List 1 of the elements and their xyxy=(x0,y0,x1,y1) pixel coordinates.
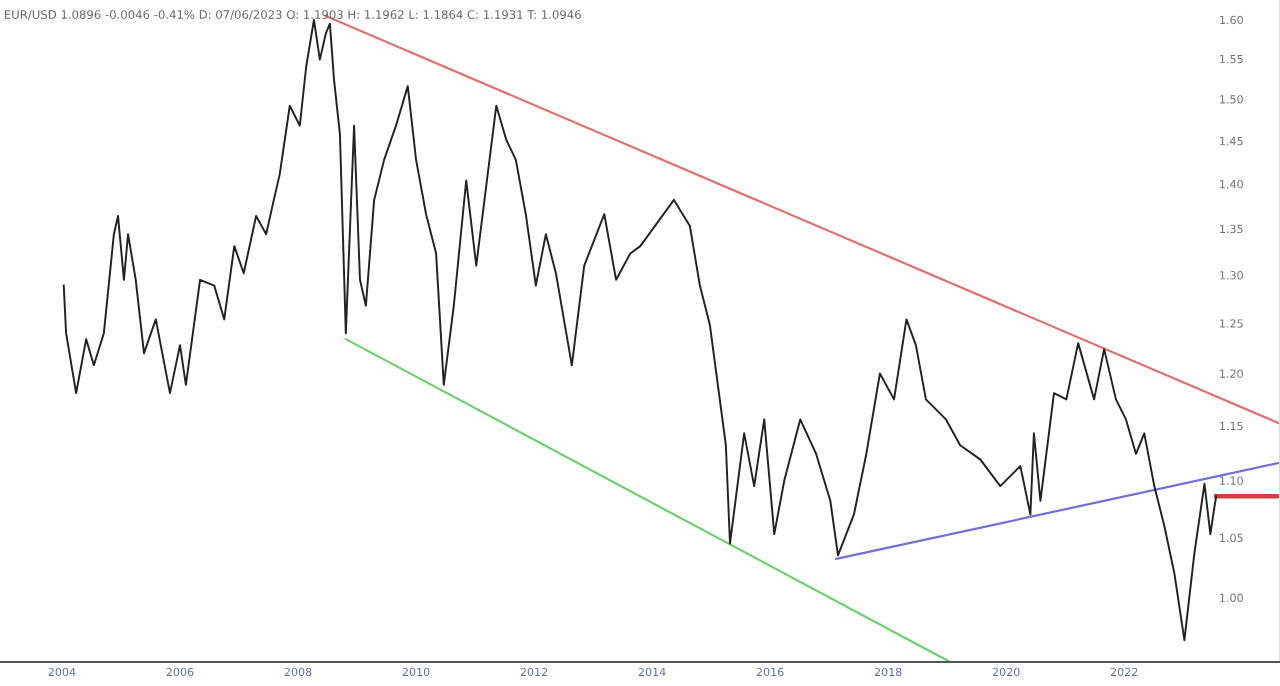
line-series xyxy=(62,18,1218,642)
